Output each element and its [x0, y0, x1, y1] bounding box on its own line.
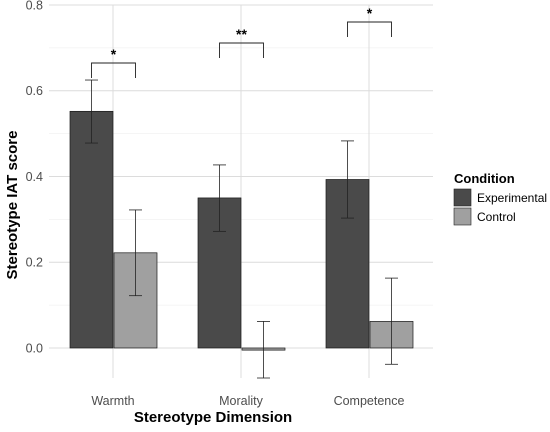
- error-bar-control-morality: [257, 321, 270, 379]
- x-axis-ticks: Warmth Morality Competence: [91, 394, 404, 408]
- legend-label-control: Control: [477, 210, 516, 224]
- y-tick-label: 0.6: [26, 84, 43, 98]
- y-tick-label: 0.2: [26, 256, 43, 270]
- error-bar-experimental-warmth: [85, 79, 98, 144]
- legend: Condition Experimental Control: [453, 171, 547, 226]
- significance-label: *: [111, 46, 117, 62]
- legend-swatch-control: [453, 207, 472, 226]
- error-bar-experimental-competence: [341, 140, 354, 219]
- legend-swatch-experimental: [453, 188, 472, 207]
- significance-label: **: [236, 26, 247, 42]
- legend-title: Condition: [454, 171, 515, 186]
- error-bar-experimental-morality: [213, 164, 226, 232]
- significance-label: *: [367, 5, 373, 21]
- bracket-line: [219, 42, 264, 58]
- y-tick-label: 0.0: [26, 341, 43, 355]
- legend-label-experimental: Experimental: [477, 191, 547, 205]
- bracket-line: [347, 21, 392, 37]
- y-axis-ticks: 0.0 0.2 0.4 0.6 0.8: [26, 0, 43, 355]
- significance-bracket-competence: *: [347, 5, 392, 37]
- error-bar-control-warmth: [129, 209, 142, 297]
- y-tick-label: 0.4: [26, 170, 43, 184]
- x-tick-label: Warmth: [91, 394, 134, 408]
- bracket-line: [91, 62, 136, 78]
- x-tick-label: Morality: [219, 394, 264, 408]
- error-bar-control-competence: [385, 277, 398, 365]
- y-tick-label: 0.8: [26, 0, 43, 13]
- y-axis-title: Stereotype IAT score: [4, 131, 21, 280]
- significance-bracket-warmth: *: [91, 46, 136, 78]
- bars: [69, 110, 414, 351]
- bar-experimental-warmth: [69, 110, 114, 349]
- x-tick-label: Competence: [334, 394, 405, 408]
- x-axis-title: Stereotype Dimension: [134, 409, 292, 426]
- significance-bracket-morality: **: [219, 26, 264, 58]
- error-bars: [85, 79, 398, 379]
- significance-annotations: ****: [91, 5, 392, 78]
